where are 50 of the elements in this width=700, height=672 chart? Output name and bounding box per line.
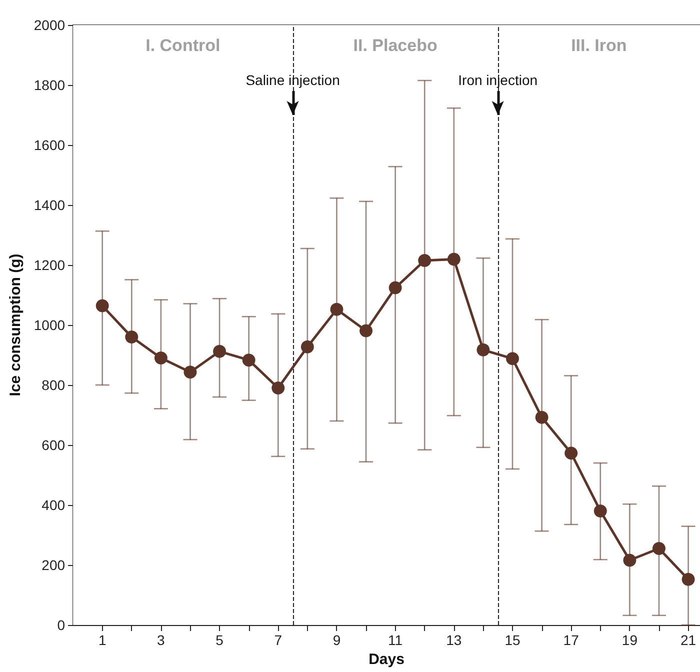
point: [125, 330, 138, 344]
x-tick-label: 1: [98, 632, 106, 648]
point: [535, 410, 548, 424]
y-tick-label: 1000: [34, 317, 66, 333]
point: [682, 572, 695, 586]
x-tick-label: 11: [388, 632, 403, 648]
point: [506, 352, 519, 366]
x-tick-label: 7: [274, 632, 282, 648]
x-tick-label: 3: [157, 632, 166, 648]
y-tick-label: 400: [42, 497, 66, 513]
point: [623, 554, 636, 567]
point: [242, 354, 256, 367]
y-tick-label: 1400: [34, 197, 66, 213]
point: [564, 446, 578, 460]
x-axis-title: Days: [368, 651, 404, 668]
point: [447, 252, 460, 266]
point: [594, 504, 607, 518]
y-tick-label: 800: [42, 377, 66, 393]
annotation: Iron injection: [458, 72, 538, 88]
y-tick-label: 0: [57, 617, 66, 633]
point: [652, 542, 666, 555]
y-tick-label: 1600: [34, 137, 66, 153]
y-tick-label: 2000: [34, 17, 66, 33]
point: [300, 340, 314, 354]
band-label: II. Placebo: [353, 36, 438, 55]
point: [330, 302, 344, 316]
point: [213, 344, 226, 358]
point: [96, 299, 109, 312]
y-axis-title: Ice consumption (g): [7, 254, 24, 396]
y-tick-label: 600: [42, 437, 66, 453]
point: [154, 352, 168, 364]
band-label: III. Iron: [571, 36, 627, 55]
band-label: I. Control: [146, 36, 220, 55]
point: [418, 254, 432, 267]
y-tick-label: 1200: [34, 257, 66, 273]
point: [184, 366, 197, 379]
point: [272, 382, 285, 394]
x-tick-label: 9: [332, 632, 341, 648]
y-tick-label: 1800: [34, 77, 66, 93]
x-tick-label: 13: [446, 632, 462, 648]
x-tick-label: 21: [680, 632, 696, 648]
point: [476, 343, 490, 356]
x-tick-label: 5: [216, 632, 224, 648]
x-tick-label: 19: [622, 632, 638, 648]
point: [360, 324, 373, 338]
point: [388, 281, 402, 294]
x-tick-label: 15: [504, 632, 520, 648]
annotation: Saline injection: [246, 72, 340, 88]
x-tick-label: 17: [563, 632, 580, 648]
y-tick-label: 200: [42, 557, 66, 573]
